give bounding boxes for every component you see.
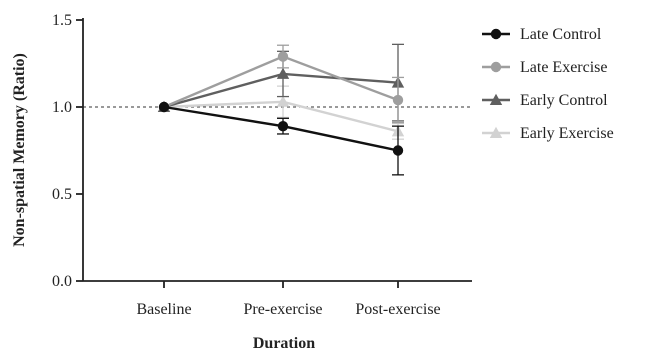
series-late-control [158,101,404,176]
y-tick-label: 0.0 [52,273,72,290]
legend-item: Late Exercise [482,59,608,76]
y-axis-title: Non-spatial Memory (Ratio) [11,53,28,247]
x-tick-label: Post-exercise [355,301,440,318]
data-point [276,67,290,79]
y-tick-label: 0.5 [52,186,72,203]
legend: Late Control Late Exercise Early Control Ea… [482,26,614,142]
legend-item: Late Control [482,26,602,43]
data-point [277,120,289,132]
y-ticks: 0.0 0.5 1.0 1.5 [52,12,83,290]
legend-marker [490,28,502,40]
legend-label: Early Exercise [520,125,614,142]
data-point [277,51,289,62]
plot-area [83,43,472,176]
x-axis-title: Duration [253,335,315,352]
legend-item: Early Exercise [482,125,614,142]
y-tick-label: 1.0 [52,99,72,116]
x-tick-label: Pre-exercise [243,301,322,318]
y-tick-label: 1.5 [52,12,72,29]
legend-label: Early Control [520,92,608,109]
legend-marker [490,61,502,73]
data-point [276,95,290,107]
legend-item: Early Control [482,92,608,109]
x-tick-label: Baseline [136,301,191,318]
legend-marker [489,126,503,138]
legend-marker [489,93,503,105]
data-point [158,101,170,113]
data-point [392,94,404,106]
x-ticks: Baseline Pre-exercise Post-exercise [136,281,441,318]
legend-label: Late Control [520,26,602,43]
legend-label: Late Exercise [520,59,608,76]
data-point [392,145,404,156]
